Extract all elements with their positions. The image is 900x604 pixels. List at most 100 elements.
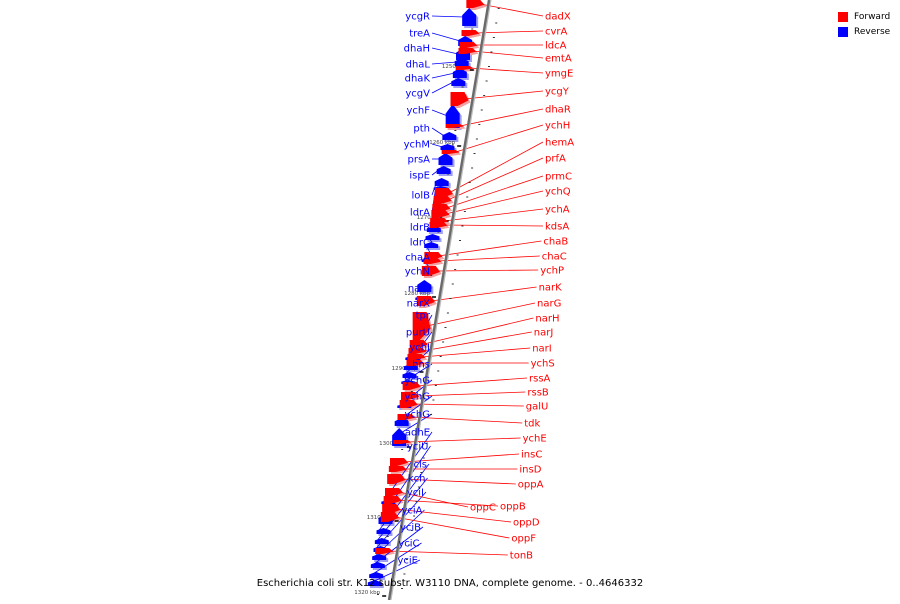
forward-gene-feature bbox=[458, 48, 477, 54]
reverse-gene-label: ldrB bbox=[410, 223, 430, 234]
reverse-gene-label: cls bbox=[414, 460, 428, 471]
reverse-gene-label: ychG bbox=[404, 410, 430, 421]
forward-gene-leader bbox=[407, 437, 521, 443]
reverse-gene-feature bbox=[370, 562, 385, 568]
reverse-gene-feature bbox=[372, 554, 387, 560]
forward-gene-feature bbox=[382, 504, 401, 514]
strand-dash bbox=[463, 211, 466, 212]
forward-gene-label: chaB bbox=[543, 237, 568, 248]
forward-gene-feature bbox=[407, 354, 426, 360]
forward-gene-leader bbox=[398, 491, 469, 508]
forward-gene-leader bbox=[443, 224, 544, 227]
reverse-gene-label: adhE bbox=[405, 428, 430, 439]
forward-gene-feature bbox=[461, 30, 480, 36]
reverse-gene-feature bbox=[442, 132, 457, 140]
reverse-gene-label: ycgR bbox=[405, 12, 430, 23]
strand-dash bbox=[417, 486, 420, 488]
forward-gene-feature bbox=[466, 0, 485, 8]
reverse-gene-leader bbox=[431, 47, 459, 55]
forward-gene-leader bbox=[389, 550, 508, 556]
reverse-gene-label: yciU bbox=[407, 442, 429, 453]
forward-gene-feature bbox=[409, 340, 428, 348]
forward-gene-leader bbox=[438, 240, 542, 257]
strand-dash bbox=[485, 80, 488, 82]
forward-gene-leader bbox=[396, 508, 512, 523]
strand-dash bbox=[446, 312, 449, 314]
reverse-gene-label: ychG bbox=[404, 392, 430, 403]
reverse-gene-label: treA bbox=[409, 29, 430, 40]
strand-dash bbox=[466, 196, 469, 198]
forward-gene-leader bbox=[480, 3, 544, 17]
strand-dash bbox=[495, 22, 498, 24]
strand-dash bbox=[454, 269, 457, 270]
strand-dash bbox=[403, 573, 406, 575]
forward-gene-label: rssA bbox=[529, 374, 551, 385]
reverse-gene-leader bbox=[431, 15, 465, 18]
strand-dash bbox=[444, 327, 447, 328]
reverse-gene-label: prsA bbox=[407, 155, 430, 166]
forward-gene-feature bbox=[399, 400, 418, 408]
strand-dash bbox=[478, 124, 481, 125]
strand-dash bbox=[432, 399, 435, 401]
reverse-gene-label: ldrC bbox=[410, 238, 430, 249]
forward-gene-label: chaC bbox=[542, 252, 567, 263]
forward-gene-label: ymgE bbox=[545, 69, 573, 80]
forward-gene-label: prfA bbox=[545, 154, 566, 165]
reverse-gene-label: narX bbox=[407, 299, 431, 310]
strand-dash bbox=[456, 254, 459, 256]
forward-gene-label: narJ bbox=[534, 328, 554, 339]
legend-label-forward: Forward bbox=[854, 11, 891, 22]
reverse-gene-label: ychF bbox=[406, 106, 430, 117]
forward-gene-label: oppF bbox=[511, 534, 536, 545]
reverse-gene-label: dhaK bbox=[405, 74, 431, 85]
forward-gene-label: dhaR bbox=[545, 105, 571, 116]
reverse-gene-label: ispE bbox=[409, 171, 430, 182]
forward-gene-leader bbox=[472, 50, 544, 59]
forward-gene-leader bbox=[397, 499, 499, 507]
strand-dash bbox=[386, 536, 389, 537]
legend-item-forward: Forward bbox=[838, 9, 900, 24]
reverse-gene-feature bbox=[452, 68, 467, 78]
tick-label: 1280 kbp bbox=[404, 291, 430, 297]
forward-gene-leader bbox=[447, 157, 544, 201]
strand-dash bbox=[461, 86, 464, 88]
strand-dash bbox=[442, 341, 445, 343]
tick-label: 1250 kbp bbox=[442, 64, 468, 70]
forward-gene-label: oppB bbox=[500, 502, 526, 513]
strand-dash bbox=[488, 66, 490, 67]
strand-dash bbox=[434, 385, 437, 386]
strand-dash bbox=[437, 370, 440, 372]
strand-dash bbox=[483, 95, 486, 96]
reverse-gene-label: kch bbox=[408, 474, 426, 485]
reverse-gene-feature bbox=[440, 144, 455, 150]
forward-gene-label: tonB bbox=[510, 551, 533, 562]
reverse-gene-feature bbox=[434, 178, 449, 186]
legend-item-reverse: Reverse bbox=[838, 24, 900, 39]
reverse-gene-feature bbox=[402, 372, 417, 378]
forward-gene-label: insC bbox=[521, 450, 542, 461]
forward-gene-label: ldcA bbox=[545, 41, 567, 52]
forward-gene-leader bbox=[437, 255, 540, 262]
forward-gene-label: ychP bbox=[540, 266, 564, 277]
reverse-gene-label: dhaL bbox=[406, 60, 431, 71]
strand-dash bbox=[451, 144, 454, 146]
strand-dash bbox=[410, 391, 413, 392]
genome-backbone bbox=[387, 0, 491, 601]
forward-gene-label: emtA bbox=[545, 54, 572, 65]
reverse-gene-label: ychN bbox=[405, 267, 430, 278]
reverse-gene-feature bbox=[424, 242, 439, 248]
strand-dash bbox=[422, 457, 425, 459]
reverse-gene-label: chaA bbox=[405, 253, 430, 264]
reverse-gene-label: pth bbox=[413, 124, 430, 135]
forward-gene-leader bbox=[469, 67, 544, 74]
strand-dash bbox=[430, 414, 432, 415]
strand-dash bbox=[427, 428, 430, 430]
reverse-gene-label: tpr bbox=[416, 311, 431, 322]
forward-gene-leader bbox=[455, 124, 544, 153]
forward-gene-label: ychA bbox=[545, 205, 570, 216]
forward-gene-feature bbox=[406, 360, 425, 366]
reverse-gene-feature bbox=[451, 78, 466, 86]
forward-gene-feature bbox=[412, 312, 431, 340]
map-caption: Escherichia coli str. K12 substr. W3110 … bbox=[256, 578, 644, 589]
